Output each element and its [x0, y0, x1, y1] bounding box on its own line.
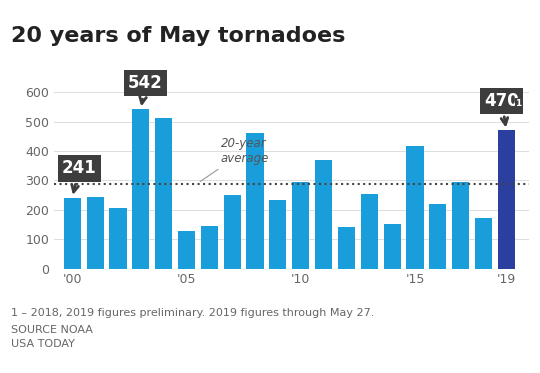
- Bar: [132, 109, 150, 269]
- Bar: [64, 198, 81, 269]
- Text: 1: 1: [516, 98, 522, 107]
- Bar: [315, 160, 332, 269]
- Bar: [361, 194, 378, 269]
- Bar: [475, 218, 492, 269]
- Bar: [407, 146, 423, 269]
- Bar: [452, 182, 469, 269]
- Text: 542: 542: [128, 74, 163, 103]
- Bar: [201, 226, 218, 269]
- Bar: [110, 208, 126, 269]
- Bar: [246, 133, 264, 269]
- Bar: [269, 200, 286, 269]
- Bar: [338, 227, 355, 269]
- Bar: [383, 224, 401, 269]
- Bar: [86, 197, 104, 269]
- Text: 1 – 2018, 2019 figures preliminary. 2019 figures through May 27.: 1 – 2018, 2019 figures preliminary. 2019…: [11, 308, 374, 318]
- Text: 470: 470: [484, 92, 519, 125]
- Bar: [292, 182, 309, 269]
- Bar: [224, 195, 241, 269]
- Bar: [498, 131, 515, 269]
- Text: 20-year
average: 20-year average: [200, 137, 269, 182]
- Text: 20 years of May tornadoes: 20 years of May tornadoes: [11, 26, 345, 46]
- Text: 241: 241: [62, 160, 97, 192]
- Bar: [178, 231, 195, 269]
- Text: USA TODAY: USA TODAY: [11, 339, 75, 350]
- Text: SOURCE NOAA: SOURCE NOAA: [11, 325, 93, 335]
- Bar: [429, 204, 447, 269]
- Bar: [155, 118, 172, 269]
